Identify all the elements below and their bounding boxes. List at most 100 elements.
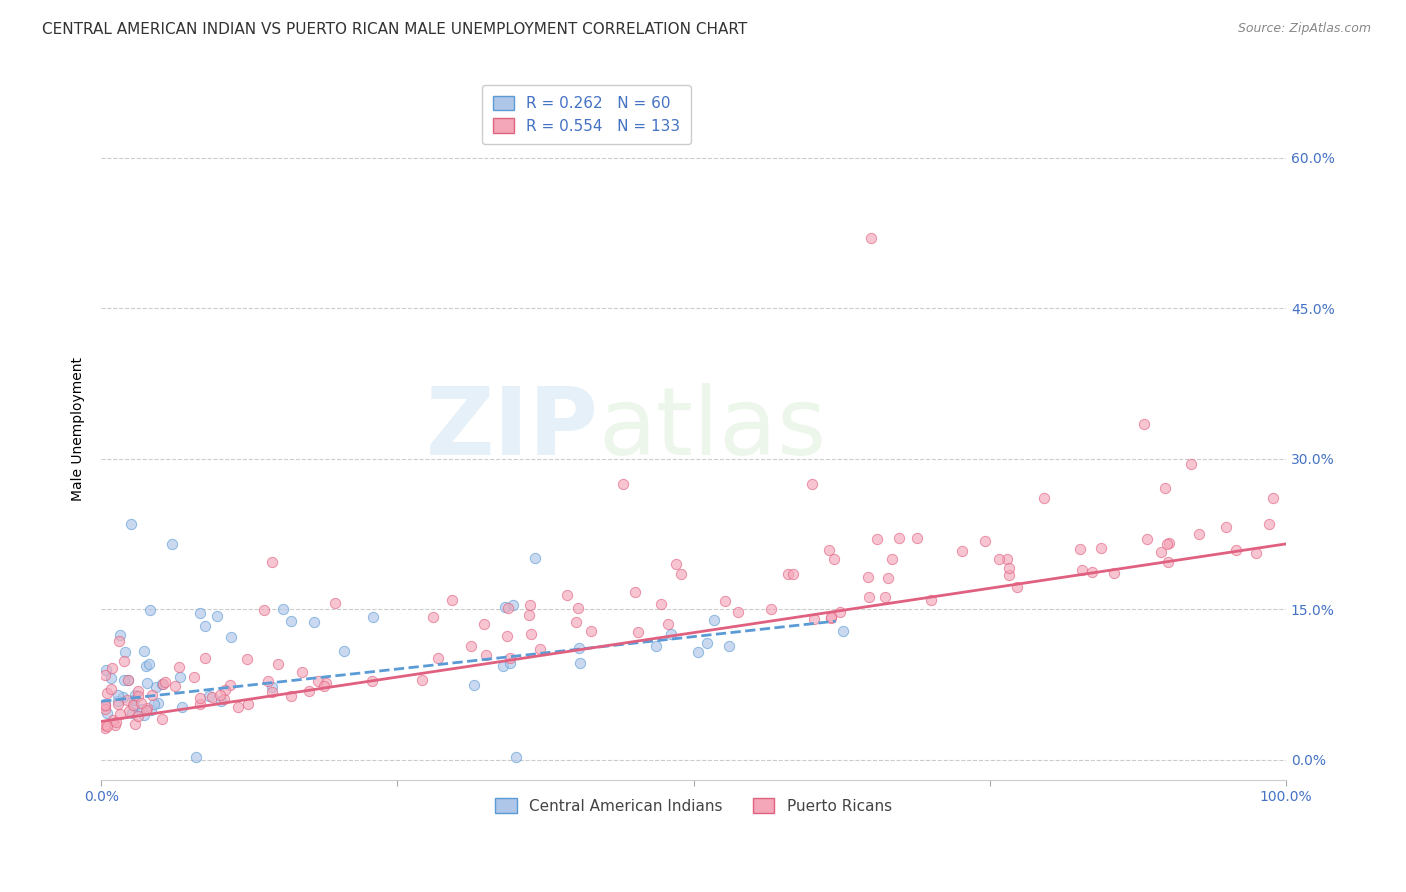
- Point: [1133, 417, 1156, 431]
- Point: [117, 673, 139, 687]
- Point: [298, 684, 321, 698]
- Point: [664, 557, 686, 571]
- Point: [499, 651, 522, 665]
- Point: [188, 691, 211, 706]
- Point: [129, 696, 152, 710]
- Point: [139, 703, 162, 717]
- Point: [280, 689, 302, 703]
- Point: [882, 552, 904, 566]
- Point: [657, 616, 679, 631]
- Point: [127, 709, 149, 723]
- Point: [219, 630, 242, 644]
- Point: [212, 692, 235, 706]
- Point: [170, 700, 193, 714]
- Point: [94, 718, 117, 732]
- Point: [987, 551, 1010, 566]
- Point: [494, 599, 516, 614]
- Point: [1157, 555, 1180, 569]
- Point: [280, 614, 302, 628]
- Point: [502, 598, 524, 612]
- Point: [94, 698, 117, 712]
- Point: [262, 684, 284, 698]
- Point: [612, 476, 634, 491]
- Point: [314, 679, 336, 693]
- Point: [100, 671, 122, 685]
- Point: [828, 605, 851, 619]
- Point: [650, 597, 672, 611]
- Y-axis label: Male Unemployment: Male Unemployment: [72, 357, 86, 500]
- Point: [1180, 457, 1202, 471]
- Point: [1071, 563, 1094, 577]
- Point: [107, 698, 129, 712]
- Point: [110, 707, 132, 722]
- Point: [569, 656, 592, 670]
- Point: [817, 542, 839, 557]
- Point: [112, 654, 135, 668]
- Point: [262, 555, 284, 569]
- Point: [555, 588, 578, 602]
- Point: [122, 693, 145, 707]
- Point: [460, 639, 482, 653]
- Point: [644, 639, 666, 653]
- Point: [517, 607, 540, 622]
- Point: [267, 657, 290, 672]
- Text: CENTRAL AMERICAN INDIAN VS PUERTO RICAN MALE UNEMPLOYMENT CORRELATION CHART: CENTRAL AMERICAN INDIAN VS PUERTO RICAN …: [42, 22, 748, 37]
- Point: [112, 673, 135, 687]
- Point: [803, 612, 825, 626]
- Point: [426, 651, 449, 665]
- Point: [194, 651, 217, 665]
- Point: [136, 701, 159, 715]
- Point: [823, 552, 845, 566]
- Point: [876, 571, 898, 585]
- Point: [1090, 541, 1112, 556]
- Point: [214, 683, 236, 698]
- Point: [820, 611, 842, 625]
- Point: [131, 701, 153, 715]
- Point: [94, 668, 117, 682]
- Point: [1069, 542, 1091, 557]
- Point: [146, 696, 169, 710]
- Point: [858, 591, 880, 605]
- Point: [529, 642, 551, 657]
- Point: [124, 689, 146, 703]
- Point: [717, 639, 740, 653]
- Point: [108, 628, 131, 642]
- Point: [1153, 482, 1175, 496]
- Point: [463, 678, 485, 692]
- Point: [117, 693, 139, 707]
- Point: [120, 516, 142, 531]
- Point: [257, 673, 280, 688]
- Point: [1188, 527, 1211, 541]
- Point: [307, 673, 329, 688]
- Point: [96, 685, 118, 699]
- Point: [236, 652, 259, 666]
- Point: [1102, 566, 1125, 580]
- Point: [94, 699, 117, 714]
- Point: [121, 698, 143, 712]
- Point: [184, 749, 207, 764]
- Point: [104, 718, 127, 732]
- Point: [782, 566, 804, 581]
- Point: [198, 690, 221, 704]
- Point: [108, 634, 131, 648]
- Point: [121, 706, 143, 720]
- Point: [820, 610, 842, 624]
- Point: [136, 676, 159, 690]
- Point: [169, 670, 191, 684]
- Point: [162, 537, 184, 551]
- Point: [661, 627, 683, 641]
- Point: [183, 670, 205, 684]
- Point: [920, 593, 942, 607]
- Point: [1157, 536, 1180, 550]
- Point: [1244, 546, 1267, 560]
- Point: [761, 602, 783, 616]
- Point: [114, 644, 136, 658]
- Point: [703, 613, 725, 627]
- Point: [150, 712, 173, 726]
- Point: [495, 629, 517, 643]
- Point: [520, 627, 543, 641]
- Point: [568, 640, 591, 655]
- Point: [135, 659, 157, 673]
- Point: [127, 690, 149, 704]
- Point: [998, 568, 1021, 582]
